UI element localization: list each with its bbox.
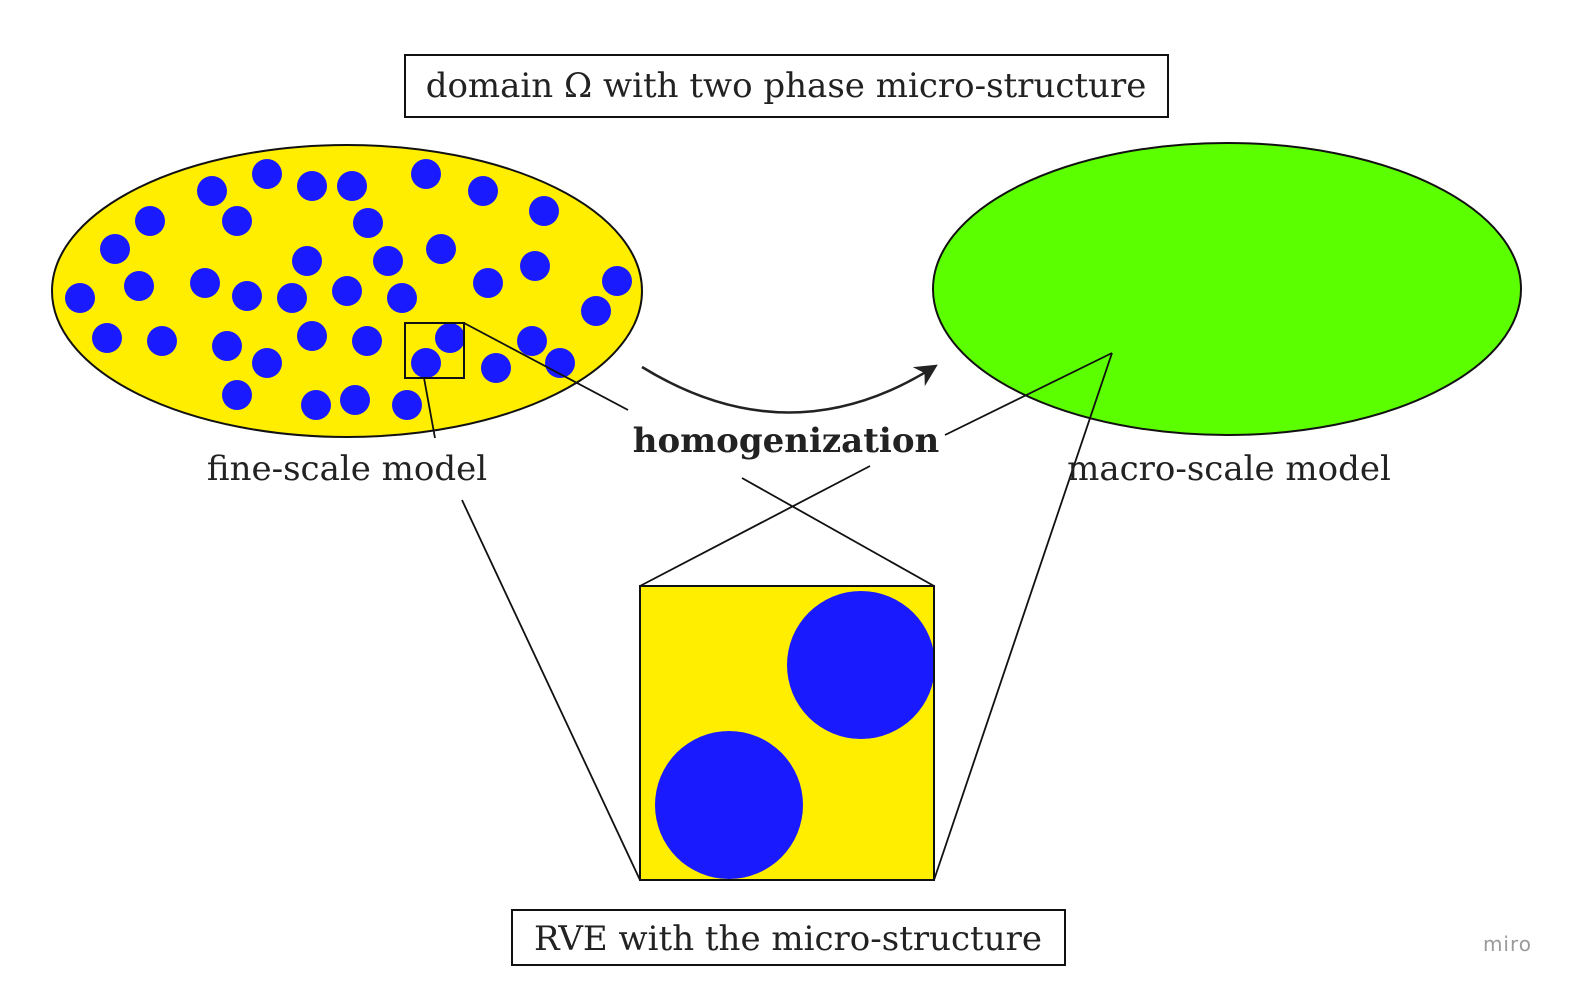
homogenization-arrow xyxy=(641,364,938,414)
inclusion-dot xyxy=(411,159,441,189)
inclusion-dot xyxy=(468,176,498,206)
inclusion-dot xyxy=(387,283,417,313)
inclusion-dot xyxy=(426,234,456,264)
title-box: domain Ω with two phase micro-structure xyxy=(404,54,1169,118)
connector-line xyxy=(944,352,1113,436)
connector-line xyxy=(639,465,871,587)
inclusion-dot xyxy=(297,321,327,351)
inclusion-dot xyxy=(411,348,441,378)
inclusion-dot xyxy=(197,176,227,206)
miro-watermark: miro xyxy=(1482,932,1532,956)
inclusion-dot xyxy=(529,196,559,226)
connector-line xyxy=(423,377,436,439)
rve-caption-text: RVE with the micro-structure xyxy=(534,919,1042,959)
inclusion-dot xyxy=(517,326,547,356)
inclusion-dot xyxy=(232,281,262,311)
rve-inclusion xyxy=(655,731,803,879)
inclusion-dot xyxy=(337,171,367,201)
inclusion-dot xyxy=(212,331,242,361)
title-text: domain Ω with two phase micro-structure xyxy=(426,66,1147,106)
rve-inclusion xyxy=(787,591,935,739)
connector-line xyxy=(461,499,641,881)
inclusion-dot xyxy=(92,323,122,353)
fine-scale-inclusions xyxy=(65,159,632,420)
inclusion-dot xyxy=(147,326,177,356)
macro-scale-domain xyxy=(932,142,1522,436)
inclusion-dot xyxy=(65,283,95,313)
inclusion-dot xyxy=(602,266,632,296)
inclusion-dot xyxy=(481,353,511,383)
connector-line xyxy=(741,477,935,587)
inclusion-dot xyxy=(222,206,252,236)
inclusion-dot xyxy=(353,208,383,238)
rve-square xyxy=(639,585,935,881)
inclusion-dot xyxy=(301,390,331,420)
homogenization-label: homogenization xyxy=(633,421,939,461)
connector-line xyxy=(463,322,629,411)
rve-caption-box: RVE with the micro-structure xyxy=(511,909,1066,966)
inclusion-dot xyxy=(292,246,322,276)
inclusion-dot xyxy=(332,276,362,306)
inclusion-dot xyxy=(435,323,465,353)
inclusion-dot xyxy=(222,380,252,410)
inclusion-dot xyxy=(190,268,220,298)
macro-scale-label: macro-scale model xyxy=(1067,449,1391,489)
rve-selection-box xyxy=(404,322,465,379)
inclusion-dot xyxy=(135,206,165,236)
inclusion-dot xyxy=(373,246,403,276)
inclusion-dot xyxy=(252,159,282,189)
inclusion-dot xyxy=(252,348,282,378)
connector-line xyxy=(933,352,1113,881)
inclusion-dot xyxy=(473,268,503,298)
inclusion-dot xyxy=(100,234,130,264)
inclusion-dot xyxy=(297,171,327,201)
inclusion-dot xyxy=(124,271,154,301)
inclusion-dot xyxy=(581,296,611,326)
fine-scale-label: fine-scale model xyxy=(207,449,487,489)
inclusion-dot xyxy=(340,385,370,415)
inclusion-dot xyxy=(277,283,307,313)
inclusion-dot xyxy=(352,326,382,356)
inclusion-dot xyxy=(392,390,422,420)
inclusion-dot xyxy=(520,251,550,281)
